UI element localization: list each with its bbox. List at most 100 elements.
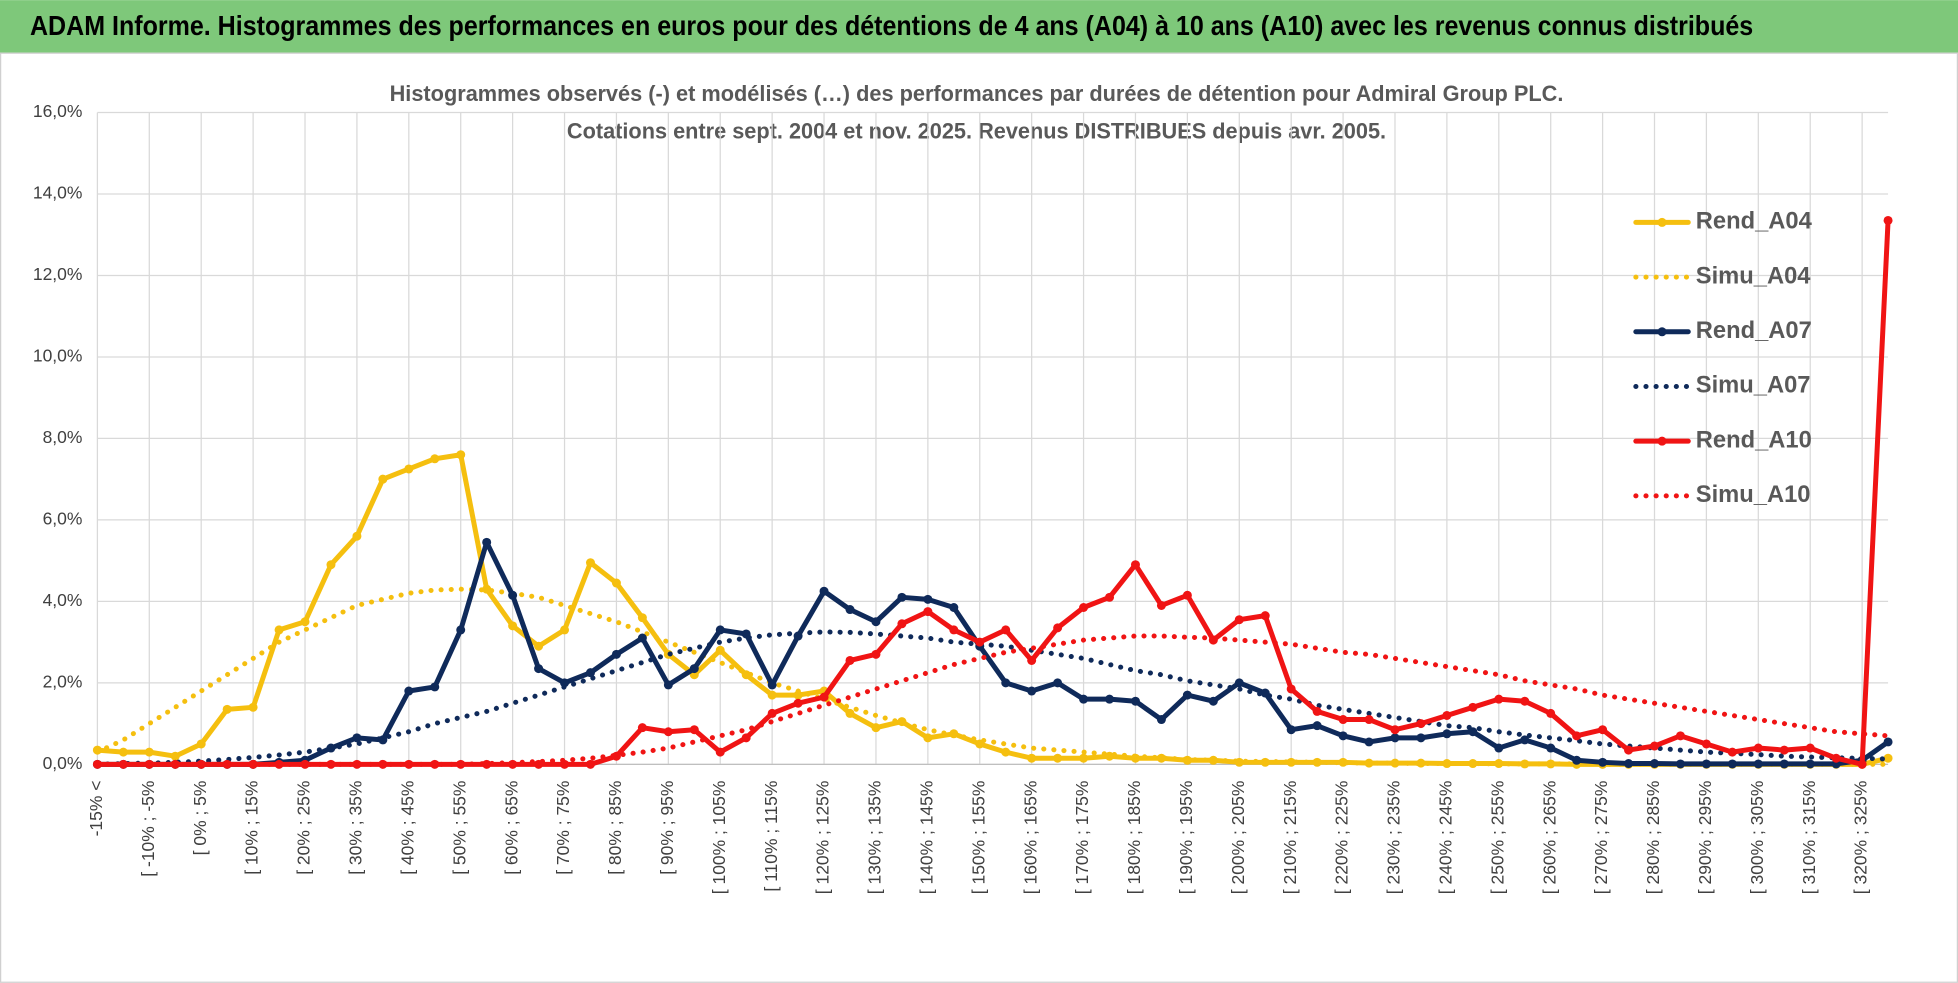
chart-subtitle: Cotations entre sept. 2004 et nov. 2025.… bbox=[567, 118, 1386, 143]
legend-label: Rend_A07 bbox=[1696, 318, 1812, 344]
data-point bbox=[715, 747, 725, 757]
x-tick-label: [ 170% ; 175% bbox=[1072, 781, 1092, 895]
data-point bbox=[1234, 678, 1244, 688]
data-point bbox=[741, 733, 751, 743]
data-point bbox=[1390, 725, 1400, 735]
data-point bbox=[1079, 603, 1089, 612]
legend-label: Simu_A10 bbox=[1696, 482, 1811, 508]
data-point bbox=[1208, 696, 1218, 706]
data-point bbox=[871, 617, 881, 627]
data-point bbox=[1286, 684, 1296, 694]
y-tick-label: 8,0% bbox=[43, 427, 83, 447]
data-point bbox=[637, 613, 647, 623]
data-point bbox=[1675, 759, 1685, 769]
data-point bbox=[326, 560, 336, 570]
data-point bbox=[430, 682, 440, 692]
data-point bbox=[1650, 759, 1660, 769]
data-point bbox=[404, 464, 414, 474]
data-point bbox=[845, 708, 855, 718]
x-tick-label: [ 40% ; 45% bbox=[397, 781, 417, 875]
legend-marker bbox=[1657, 327, 1667, 337]
data-point bbox=[819, 586, 829, 596]
data-point bbox=[975, 637, 985, 647]
data-point bbox=[923, 607, 933, 617]
data-point bbox=[534, 664, 544, 674]
data-point bbox=[1805, 743, 1815, 753]
data-point bbox=[300, 759, 310, 769]
data-point bbox=[767, 680, 777, 690]
data-point bbox=[1701, 739, 1711, 749]
x-tick-label: [ 120% ; 125% bbox=[813, 781, 833, 895]
data-point bbox=[1027, 686, 1037, 696]
legend-label: Rend_A04 bbox=[1696, 209, 1813, 235]
x-tick-label: -15% < bbox=[86, 781, 106, 837]
legend-label: Rend_A10 bbox=[1696, 427, 1812, 453]
data-point bbox=[637, 723, 647, 733]
data-point bbox=[1364, 737, 1374, 747]
data-point bbox=[741, 670, 751, 680]
y-tick-label: 0,0% bbox=[43, 753, 83, 773]
data-point bbox=[793, 690, 803, 700]
data-point bbox=[1182, 590, 1192, 600]
data-point bbox=[1727, 747, 1737, 757]
data-point bbox=[871, 649, 881, 659]
data-point bbox=[1883, 215, 1893, 225]
x-tick-label: [ 0% ; 5% bbox=[190, 781, 210, 856]
data-point bbox=[1286, 757, 1296, 767]
series-line bbox=[94, 629, 1891, 767]
x-tick-label: [ -10% ; -5% bbox=[138, 781, 158, 877]
x-tick-label: [ 10% ; 15% bbox=[242, 781, 262, 875]
data-point bbox=[1130, 560, 1140, 570]
data-point bbox=[1650, 741, 1660, 751]
y-tick-label: 10,0% bbox=[33, 346, 83, 366]
data-point bbox=[1701, 759, 1711, 769]
data-point bbox=[1572, 731, 1582, 741]
x-tick-label: [ 300% ; 305% bbox=[1747, 781, 1767, 895]
x-tick-label: [ 110% ; 115% bbox=[761, 781, 781, 892]
legend-label: Simu_A04 bbox=[1696, 263, 1811, 289]
series-line bbox=[94, 539, 1891, 767]
x-tick-label: [ 70% ; 75% bbox=[553, 781, 573, 875]
data-point bbox=[1624, 759, 1634, 769]
data-point bbox=[430, 759, 440, 769]
data-point bbox=[1416, 719, 1426, 729]
data-point bbox=[482, 759, 492, 769]
data-point bbox=[560, 625, 570, 635]
data-point bbox=[144, 747, 154, 757]
data-point bbox=[1546, 743, 1556, 753]
data-point bbox=[845, 605, 855, 615]
x-tick-label: [ 80% ; 85% bbox=[605, 781, 625, 875]
x-tick-label: [ 30% ; 35% bbox=[346, 781, 366, 875]
data-point bbox=[1727, 759, 1737, 769]
data-point bbox=[352, 759, 362, 769]
x-tick-label: [ 210% ; 215% bbox=[1280, 781, 1300, 895]
data-point bbox=[1883, 753, 1893, 763]
series-line bbox=[94, 586, 1891, 767]
data-point bbox=[378, 474, 388, 484]
data-point bbox=[897, 592, 907, 602]
data-point bbox=[508, 590, 518, 600]
data-point bbox=[430, 454, 440, 464]
data-point bbox=[248, 702, 258, 712]
data-point bbox=[1105, 592, 1115, 602]
x-tick-label: [ 290% ; 295% bbox=[1695, 781, 1715, 895]
data-point bbox=[1442, 729, 1452, 739]
x-tick-label: [ 150% ; 155% bbox=[968, 781, 988, 895]
data-point bbox=[1338, 715, 1348, 725]
data-point bbox=[1883, 737, 1893, 747]
data-point bbox=[1027, 753, 1037, 763]
data-point bbox=[819, 692, 829, 702]
data-point bbox=[1260, 611, 1270, 621]
data-point bbox=[949, 603, 959, 612]
data-point bbox=[1079, 694, 1089, 704]
data-point bbox=[456, 625, 466, 635]
data-point bbox=[845, 655, 855, 665]
data-point bbox=[1753, 759, 1763, 769]
data-point bbox=[611, 649, 621, 659]
x-tick-label: [ 230% ; 235% bbox=[1384, 781, 1404, 895]
data-point bbox=[404, 686, 414, 696]
data-point bbox=[1105, 694, 1115, 704]
data-point bbox=[352, 733, 362, 743]
data-point bbox=[1390, 733, 1400, 743]
data-point bbox=[1442, 710, 1452, 720]
